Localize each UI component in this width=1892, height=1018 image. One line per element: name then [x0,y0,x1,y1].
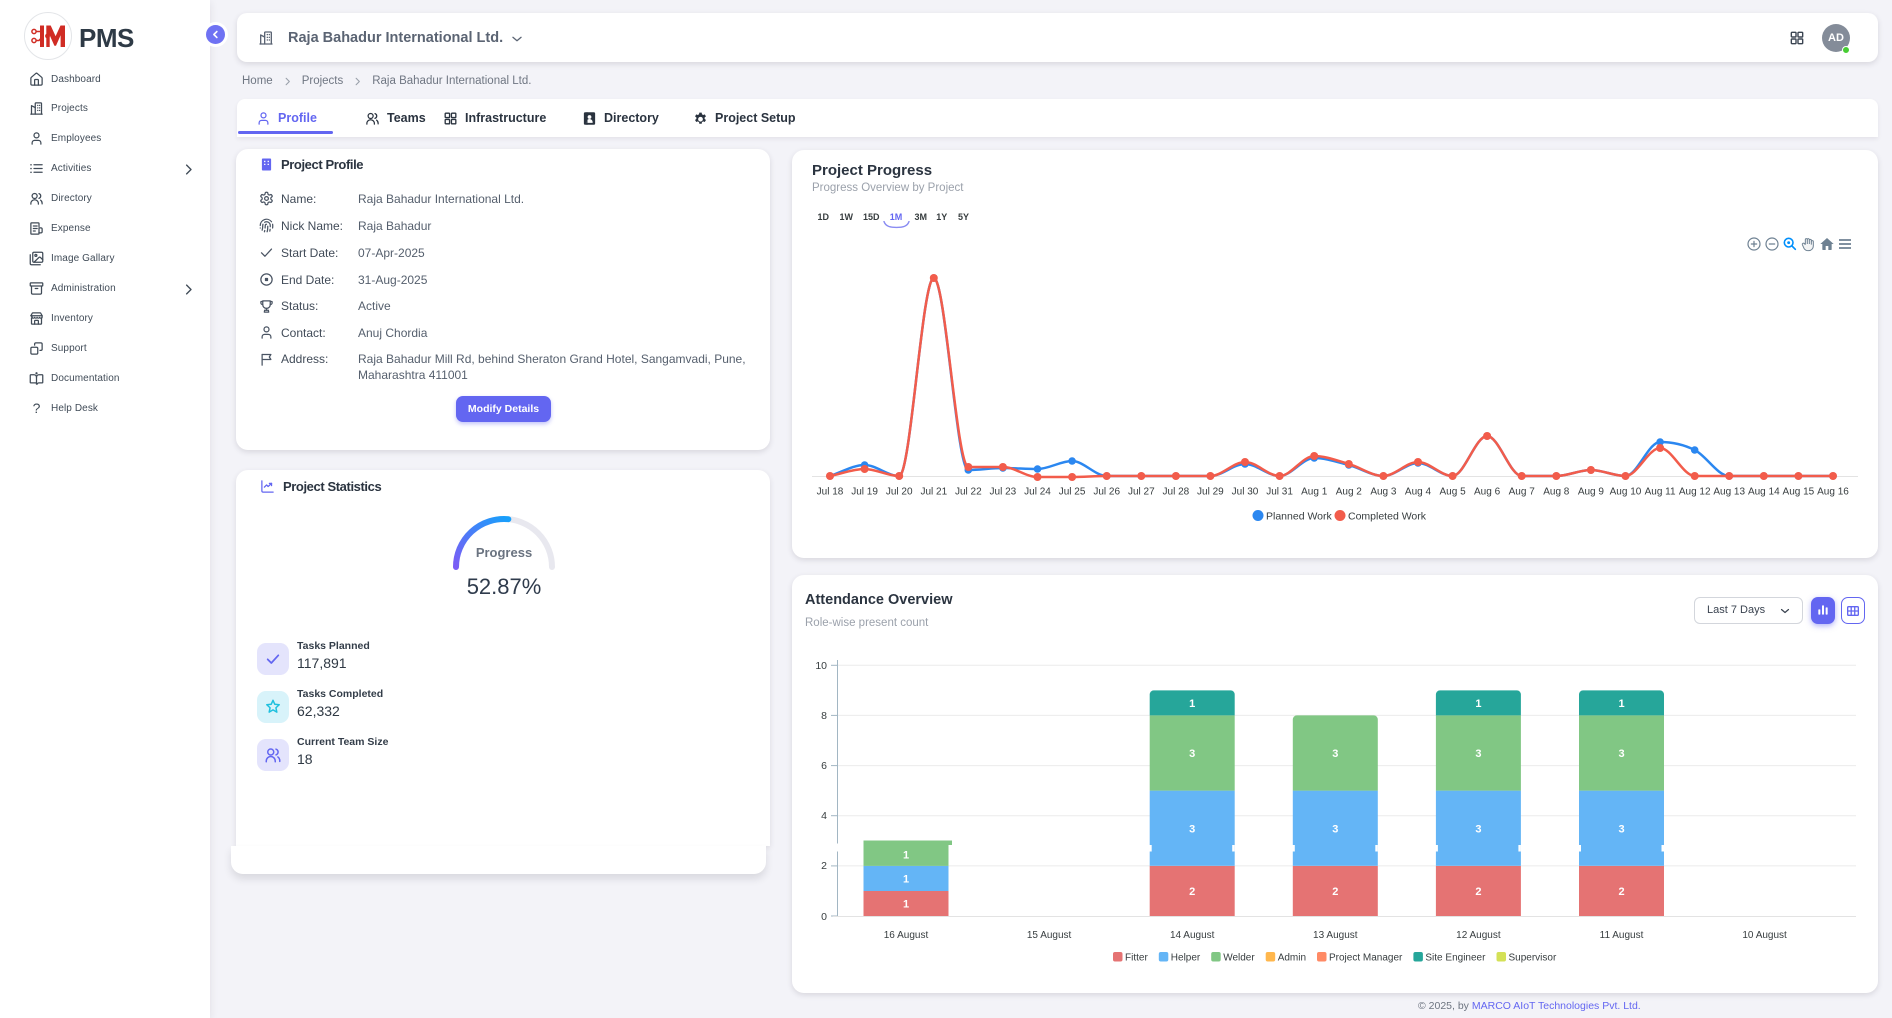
svg-text:Planned Work: Planned Work [1266,511,1333,523]
svg-text:Jul 23: Jul 23 [990,487,1017,498]
svg-text:Aug 6: Aug 6 [1474,487,1501,498]
svg-text:16 August: 16 August [884,930,929,941]
svg-text:Jul 18: Jul 18 [817,487,844,498]
svg-text:Jul 26: Jul 26 [1093,487,1120,498]
svg-text:Fitter: Fitter [1125,953,1148,964]
svg-text:3: 3 [1618,823,1624,835]
svg-text:6: 6 [821,760,827,772]
svg-text:12 August: 12 August [1456,930,1501,941]
svg-text:2: 2 [1189,886,1195,898]
svg-text:Jul 29: Jul 29 [1197,487,1224,498]
svg-text:Jul 19: Jul 19 [851,487,878,498]
svg-text:Aug 12: Aug 12 [1679,487,1711,498]
svg-text:Jul 20: Jul 20 [886,487,913,498]
svg-text:3: 3 [1618,748,1624,760]
svg-text:2: 2 [821,860,827,872]
svg-text:3: 3 [1189,748,1195,760]
svg-text:3: 3 [1189,823,1195,835]
svg-text:Aug 14: Aug 14 [1748,487,1780,498]
svg-text:Completed Work: Completed Work [1348,511,1427,523]
svg-text:Aug 4: Aug 4 [1405,487,1432,498]
svg-text:Jul 31: Jul 31 [1266,487,1293,498]
svg-text:Jul 24: Jul 24 [1024,487,1051,498]
svg-text:3: 3 [1332,823,1338,835]
svg-text:0: 0 [821,911,827,923]
svg-text:13 August: 13 August [1313,930,1358,941]
svg-text:15 August: 15 August [1027,930,1072,941]
svg-text:Aug 3: Aug 3 [1370,487,1397,498]
svg-text:Aug 8: Aug 8 [1543,487,1570,498]
svg-text:14 August: 14 August [1170,930,1215,941]
svg-text:Site Engineer: Site Engineer [1425,953,1486,964]
svg-text:Aug 5: Aug 5 [1440,487,1467,498]
svg-text:Aug 15: Aug 15 [1783,487,1815,498]
svg-text:Jul 28: Jul 28 [1163,487,1190,498]
svg-text:10: 10 [815,660,827,672]
svg-text:3: 3 [1475,748,1481,760]
svg-text:8: 8 [821,710,827,722]
svg-text:1: 1 [903,850,909,862]
svg-text:Aug 9: Aug 9 [1578,487,1605,498]
svg-text:3: 3 [1332,748,1338,760]
svg-text:Aug 7: Aug 7 [1509,487,1536,498]
svg-text:Jul 25: Jul 25 [1059,487,1086,498]
svg-text:1: 1 [1475,698,1481,710]
svg-text:Aug 10: Aug 10 [1610,487,1642,498]
svg-text:Supervisor: Supervisor [1509,953,1557,964]
svg-text:Project Manager: Project Manager [1329,953,1403,964]
svg-text:Aug 1: Aug 1 [1301,487,1328,498]
svg-text:Aug 13: Aug 13 [1713,487,1745,498]
svg-text:Helper: Helper [1171,953,1201,964]
svg-text:11 August: 11 August [1600,930,1644,941]
svg-text:Aug 2: Aug 2 [1336,487,1363,498]
svg-text:Aug 16: Aug 16 [1817,487,1849,498]
svg-text:3: 3 [1475,823,1481,835]
svg-text:1: 1 [903,899,909,911]
svg-text:Jul 21: Jul 21 [920,487,947,498]
svg-text:1: 1 [1618,698,1624,710]
svg-text:1: 1 [1189,698,1195,710]
svg-text:4: 4 [821,810,827,822]
svg-text:Jul 22: Jul 22 [955,487,982,498]
svg-text:Jul 27: Jul 27 [1128,487,1155,498]
svg-text:Welder: Welder [1223,953,1255,964]
svg-text:2: 2 [1475,886,1481,898]
svg-text:Aug 11: Aug 11 [1645,487,1676,498]
svg-text:1: 1 [903,873,909,885]
svg-text:Jul 30: Jul 30 [1232,487,1259,498]
svg-text:10 August: 10 August [1742,930,1787,941]
svg-text:2: 2 [1618,886,1624,898]
svg-text:Admin: Admin [1278,953,1306,964]
svg-text:2: 2 [1332,886,1338,898]
